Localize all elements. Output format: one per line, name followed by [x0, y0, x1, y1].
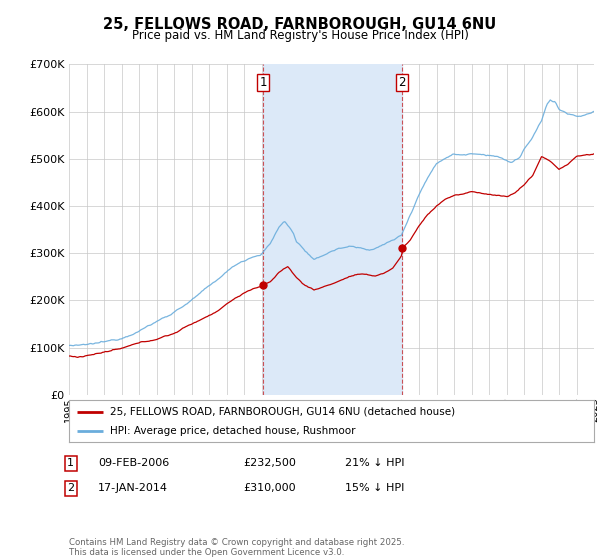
Text: 1: 1 [260, 76, 267, 89]
Text: 15% ↓ HPI: 15% ↓ HPI [345, 483, 404, 493]
Text: 09-FEB-2006: 09-FEB-2006 [98, 458, 169, 468]
Text: 17-JAN-2014: 17-JAN-2014 [98, 483, 168, 493]
Text: Contains HM Land Registry data © Crown copyright and database right 2025.
This d: Contains HM Land Registry data © Crown c… [69, 538, 404, 557]
Text: 2: 2 [67, 483, 74, 493]
Text: £232,500: £232,500 [243, 458, 296, 468]
Text: 21% ↓ HPI: 21% ↓ HPI [345, 458, 404, 468]
Text: 25, FELLOWS ROAD, FARNBOROUGH, GU14 6NU (detached house): 25, FELLOWS ROAD, FARNBOROUGH, GU14 6NU … [110, 407, 455, 417]
Text: £310,000: £310,000 [243, 483, 296, 493]
Text: 1: 1 [67, 458, 74, 468]
Text: HPI: Average price, detached house, Rushmoor: HPI: Average price, detached house, Rush… [110, 426, 355, 436]
Text: 2: 2 [398, 76, 406, 89]
Text: Price paid vs. HM Land Registry's House Price Index (HPI): Price paid vs. HM Land Registry's House … [131, 29, 469, 42]
Text: 25, FELLOWS ROAD, FARNBOROUGH, GU14 6NU: 25, FELLOWS ROAD, FARNBOROUGH, GU14 6NU [103, 17, 497, 32]
Bar [263, 64, 402, 395]
